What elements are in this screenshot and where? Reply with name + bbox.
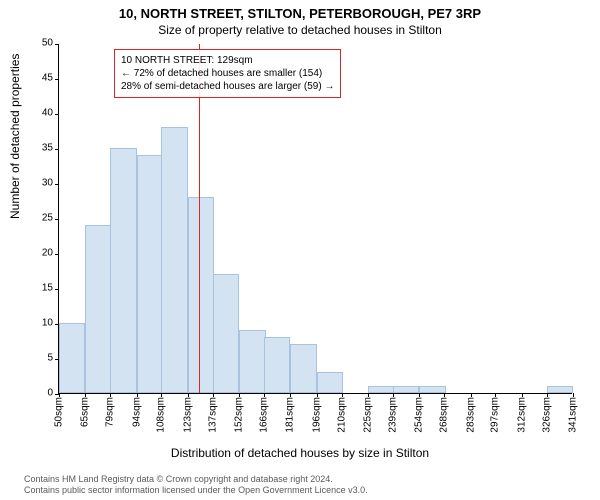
chart-plot-area: 0510152025303540455050sqm65sqm79sqm94sqm… xyxy=(58,44,572,394)
chart-title: 10, NORTH STREET, STILTON, PETERBOROUGH,… xyxy=(0,0,600,21)
y-tick-mark xyxy=(55,184,59,185)
x-tick-mark xyxy=(573,393,574,397)
x-tick-mark xyxy=(161,393,162,397)
y-tick-label: 10 xyxy=(42,318,59,329)
x-tick-label: 79sqm xyxy=(105,393,116,427)
footer-attribution: Contains HM Land Registry data © Crown c… xyxy=(24,474,368,497)
histogram-bar xyxy=(110,148,136,393)
x-tick-label: 283sqm xyxy=(465,393,476,433)
x-tick-label: 50sqm xyxy=(54,393,65,427)
x-axis-label: Distribution of detached houses by size … xyxy=(0,446,600,460)
histogram-bar xyxy=(264,337,290,393)
x-tick-mark xyxy=(213,393,214,397)
y-axis-label: Number of detached properties xyxy=(8,54,22,219)
x-tick-mark xyxy=(59,393,60,397)
y-tick-mark xyxy=(55,289,59,290)
histogram-bar xyxy=(547,386,573,393)
x-tick-mark xyxy=(317,393,318,397)
x-tick-label: 196sqm xyxy=(311,393,322,433)
x-tick-label: 94sqm xyxy=(131,393,142,427)
x-tick-mark xyxy=(290,393,291,397)
histogram-bar xyxy=(59,323,85,393)
histogram-bar xyxy=(137,155,163,393)
x-tick-label: 297sqm xyxy=(490,393,501,433)
y-tick-label: 35 xyxy=(42,143,59,154)
x-tick-label: 210sqm xyxy=(336,393,347,433)
y-tick-mark xyxy=(55,114,59,115)
callout-line: ← 72% of detached houses are smaller (15… xyxy=(121,67,334,80)
x-tick-mark xyxy=(393,393,394,397)
x-tick-label: 123sqm xyxy=(182,393,193,433)
callout-box: 10 NORTH STREET: 129sqm← 72% of detached… xyxy=(114,49,341,98)
x-tick-label: 181sqm xyxy=(285,393,296,433)
x-tick-mark xyxy=(264,393,265,397)
y-tick-label: 40 xyxy=(42,108,59,119)
y-tick-label: 45 xyxy=(42,73,59,84)
x-tick-label: 254sqm xyxy=(414,393,425,433)
x-tick-mark xyxy=(471,393,472,397)
histogram-bar xyxy=(393,386,419,393)
y-tick-label: 5 xyxy=(47,353,59,364)
x-tick-mark xyxy=(547,393,548,397)
y-tick-label: 25 xyxy=(42,213,59,224)
x-tick-mark xyxy=(444,393,445,397)
histogram-bar xyxy=(317,372,343,393)
x-tick-mark xyxy=(137,393,138,397)
x-tick-label: 108sqm xyxy=(156,393,167,433)
histogram-bar xyxy=(290,344,316,393)
x-tick-label: 326sqm xyxy=(541,393,552,433)
x-tick-label: 65sqm xyxy=(80,393,91,427)
y-tick-mark xyxy=(55,254,59,255)
histogram-bar xyxy=(85,225,111,393)
callout-line: 28% of semi-detached houses are larger (… xyxy=(121,80,334,93)
x-tick-mark xyxy=(419,393,420,397)
x-tick-label: 312sqm xyxy=(516,393,527,433)
histogram-bar xyxy=(188,197,214,393)
x-tick-label: 152sqm xyxy=(234,393,245,433)
x-tick-mark xyxy=(188,393,189,397)
x-tick-label: 225sqm xyxy=(363,393,374,433)
x-tick-mark xyxy=(239,393,240,397)
x-tick-label: 268sqm xyxy=(439,393,450,433)
y-tick-mark xyxy=(55,149,59,150)
chart-subtitle: Size of property relative to detached ho… xyxy=(0,21,600,37)
x-tick-label: 166sqm xyxy=(258,393,269,433)
y-tick-mark xyxy=(55,44,59,45)
footer-line-2: Contains public sector information licen… xyxy=(24,485,368,496)
x-tick-mark xyxy=(110,393,111,397)
histogram-bar xyxy=(368,386,394,393)
x-tick-mark xyxy=(495,393,496,397)
callout-line: 10 NORTH STREET: 129sqm xyxy=(121,54,334,67)
y-tick-label: 50 xyxy=(42,38,59,49)
histogram-bar xyxy=(213,274,239,393)
y-tick-mark xyxy=(55,219,59,220)
x-tick-mark xyxy=(342,393,343,397)
x-tick-label: 137sqm xyxy=(207,393,218,433)
x-tick-mark xyxy=(368,393,369,397)
y-tick-mark xyxy=(55,79,59,80)
histogram-bar xyxy=(161,127,187,393)
x-tick-mark xyxy=(522,393,523,397)
y-tick-label: 15 xyxy=(42,283,59,294)
y-tick-label: 30 xyxy=(42,178,59,189)
x-tick-label: 341sqm xyxy=(568,393,579,433)
footer-line-1: Contains HM Land Registry data © Crown c… xyxy=(24,474,368,485)
histogram-bar xyxy=(239,330,265,393)
x-tick-label: 239sqm xyxy=(387,393,398,433)
plot-region: 0510152025303540455050sqm65sqm79sqm94sqm… xyxy=(58,44,572,394)
y-tick-label: 20 xyxy=(42,248,59,259)
x-tick-mark xyxy=(85,393,86,397)
histogram-bar xyxy=(419,386,445,393)
